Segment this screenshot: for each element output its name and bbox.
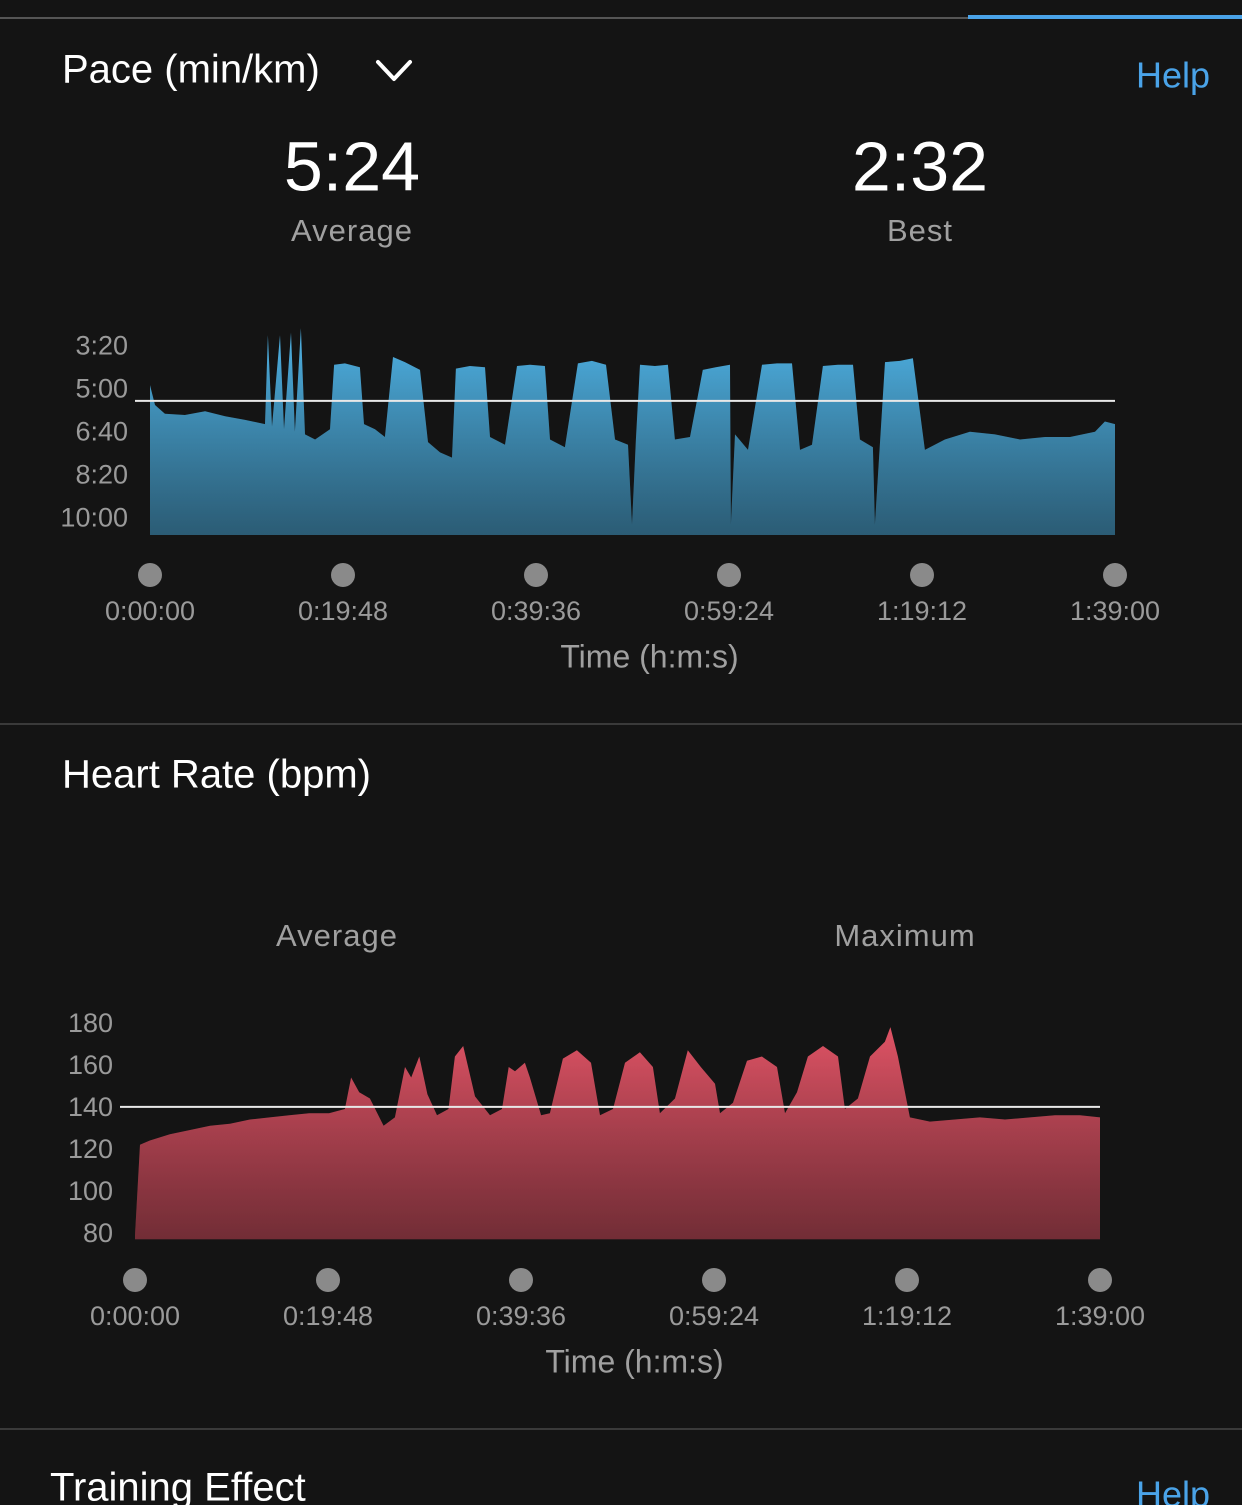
y-tick-label: 180 (68, 1008, 113, 1038)
chart-title: Pace (min/km) (62, 48, 320, 92)
x-tick-dot (138, 563, 162, 587)
y-tick-label: 140 (68, 1092, 113, 1122)
x-tick-dot (717, 563, 741, 587)
x-tick-label: 0:19:48 (298, 596, 388, 626)
x-tick-label: 0:39:36 (491, 596, 581, 626)
dropdown-chevron[interactable] (376, 60, 412, 81)
x-tick-label: 1:39:00 (1055, 1301, 1145, 1331)
x-tick-label: 0:59:24 (669, 1301, 759, 1331)
x-tick-label: 0:39:36 (476, 1301, 566, 1331)
area-shade (150, 328, 1115, 535)
stat-label: Average (276, 918, 398, 953)
x-tick-dot (331, 563, 355, 587)
x-tick-label: 0:00:00 (90, 1301, 180, 1331)
x-tick-dot (1103, 563, 1127, 587)
stat-label: Maximum (834, 918, 975, 953)
x-tick-dot (910, 563, 934, 587)
y-tick-label: 6:40 (75, 417, 128, 447)
x-tick-label: 1:19:12 (877, 596, 967, 626)
x-tick-dot (123, 1268, 147, 1292)
x-axis-title: Time (h:m:s) (545, 1343, 723, 1379)
help-link[interactable]: Help (1136, 55, 1210, 96)
x-tick-dot (509, 1268, 533, 1292)
x-tick-label: 1:19:12 (862, 1301, 952, 1331)
y-tick-label: 160 (68, 1050, 113, 1080)
y-tick-label: 100 (68, 1176, 113, 1206)
section-title: Training Effect (50, 1466, 306, 1505)
y-tick-label: 10:00 (60, 503, 128, 533)
x-tick-label: 0:59:24 (684, 596, 774, 626)
x-tick-label: 0:19:48 (283, 1301, 373, 1331)
stat-value: 5:24 (284, 127, 420, 205)
x-tick-dot (1088, 1268, 1112, 1292)
y-tick-label: 5:00 (75, 374, 128, 404)
stat-label: Best (887, 213, 953, 248)
x-tick-dot (524, 563, 548, 587)
area-shade (135, 1027, 1100, 1240)
x-tick-dot (316, 1268, 340, 1292)
y-tick-label: 8:20 (75, 460, 128, 490)
chart-title: Heart Rate (bpm) (62, 753, 371, 797)
stat-value: 2:32 (852, 127, 988, 205)
x-tick-label: 1:39:00 (1070, 596, 1160, 626)
stat-label: Average (291, 213, 413, 248)
x-tick-label: 0:00:00 (105, 596, 195, 626)
x-axis-title: Time (h:m:s) (560, 638, 738, 674)
y-tick-label: 80 (83, 1218, 113, 1248)
x-tick-dot (895, 1268, 919, 1292)
y-tick-label: 120 (68, 1134, 113, 1164)
x-tick-dot (702, 1268, 726, 1292)
help-link[interactable]: Help (1136, 1474, 1210, 1505)
y-tick-label: 3:20 (75, 331, 128, 361)
